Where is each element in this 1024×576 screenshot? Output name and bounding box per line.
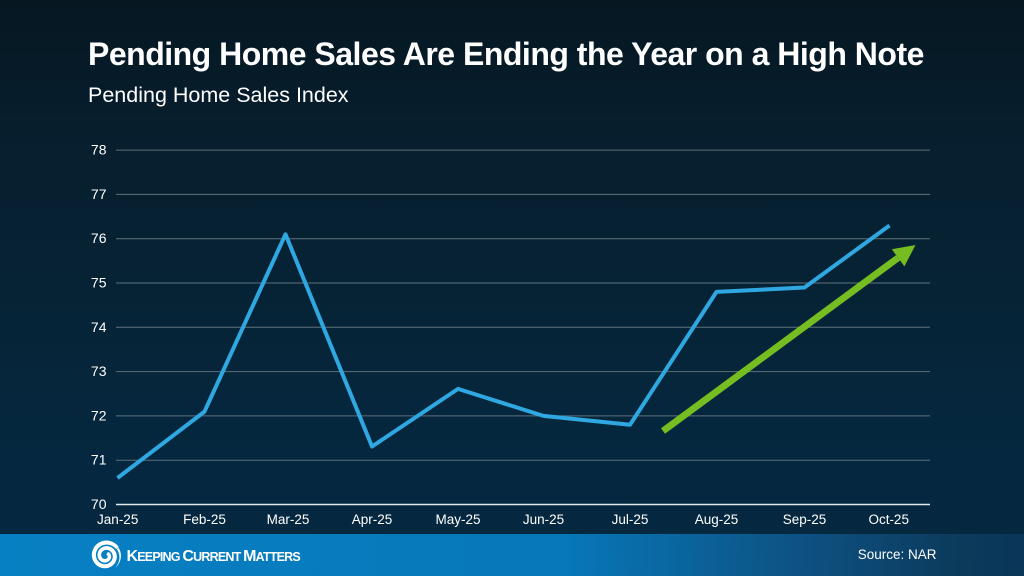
svg-text:70: 70 <box>91 496 107 512</box>
svg-text:77: 77 <box>91 186 107 202</box>
svg-text:72: 72 <box>91 407 107 423</box>
svg-text:May-25: May-25 <box>435 512 480 527</box>
svg-text:Mar-25: Mar-25 <box>267 512 310 527</box>
svg-text:Apr-25: Apr-25 <box>352 512 393 527</box>
svg-text:73: 73 <box>91 363 107 379</box>
svg-text:Jul-25: Jul-25 <box>612 512 649 527</box>
svg-text:Jun-25: Jun-25 <box>523 512 564 527</box>
svg-text:71: 71 <box>91 452 107 468</box>
svg-text:78: 78 <box>91 142 107 158</box>
svg-text:76: 76 <box>91 230 107 246</box>
svg-text:Aug-25: Aug-25 <box>695 512 739 527</box>
svg-text:Sep-25: Sep-25 <box>783 512 827 527</box>
svg-text:75: 75 <box>91 275 107 291</box>
svg-text:74: 74 <box>91 319 107 335</box>
svg-text:Oct-25: Oct-25 <box>868 512 909 527</box>
svg-text:Feb-25: Feb-25 <box>183 512 226 527</box>
svg-text:Jan-25: Jan-25 <box>97 512 138 527</box>
